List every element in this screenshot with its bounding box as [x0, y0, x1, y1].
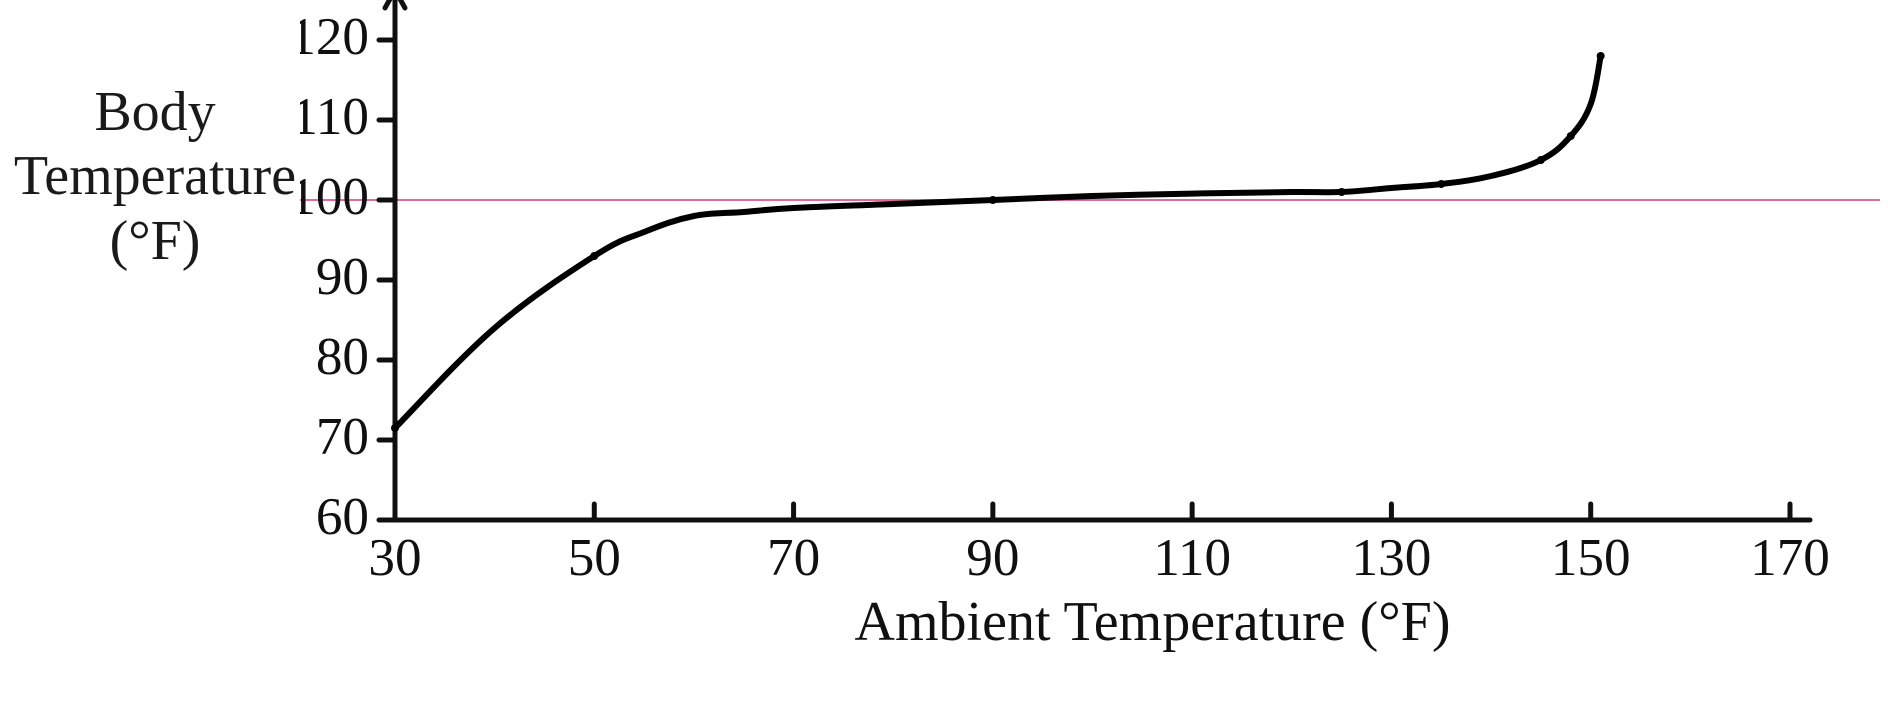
x-tick-label: 50 [568, 528, 621, 587]
data-marker [1338, 188, 1346, 196]
x-tick-label: 30 [368, 528, 421, 587]
y-tick-label: 90 [316, 247, 369, 306]
x-tick-label: 130 [1352, 528, 1432, 587]
chart-area: 60 70 80 90 100 110 120 30 50 70 90 110 130 150 170 Amb… [300, 0, 1880, 708]
x-axis-label: Ambient Temperature (°F) [855, 591, 1451, 653]
x-tick-label: 90 [966, 528, 1019, 587]
y-tick-label: 120 [300, 7, 369, 66]
chart-svg: 60 70 80 90 100 110 120 30 50 70 90 110 130 150 170 Amb… [300, 0, 1880, 708]
y-axis-label: Body Temperature (°F) [10, 80, 300, 273]
data-marker [989, 196, 997, 204]
data-marker [391, 424, 399, 432]
y-tick-label: 60 [316, 487, 369, 546]
y-tick-label: 70 [316, 407, 369, 466]
data-marker [1537, 156, 1545, 164]
x-tick-label: 110 [1153, 528, 1231, 587]
data-marker [590, 252, 598, 260]
y-tick-label: 80 [316, 327, 369, 386]
x-tick-label: 170 [1750, 528, 1830, 587]
y-tick-label: 110 [300, 87, 369, 146]
data-marker [1437, 180, 1445, 188]
data-curve [395, 56, 1601, 428]
chart-page: Body Temperature (°F) 60 70 80 90 100 110 120 3… [0, 0, 1902, 708]
x-tick-label: 150 [1551, 528, 1631, 587]
x-tick-label: 70 [767, 528, 820, 587]
y-tick-label: 100 [300, 167, 369, 226]
data-marker [1567, 132, 1575, 140]
data-marker [1597, 52, 1605, 60]
